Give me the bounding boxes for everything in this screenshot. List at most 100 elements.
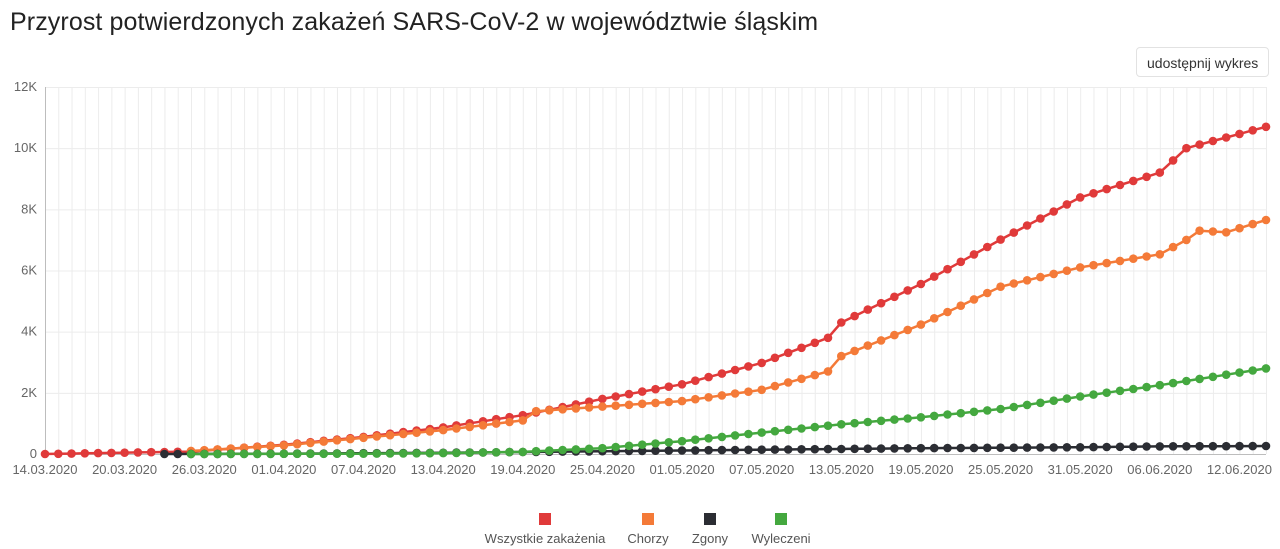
data-point — [1036, 272, 1045, 282]
x-tick-label: 26.03.2020 — [172, 462, 237, 477]
data-point — [1115, 180, 1125, 190]
data-point — [943, 410, 952, 419]
data-point — [983, 443, 992, 453]
y-tick-label: 4K — [21, 324, 37, 339]
data-point — [651, 398, 660, 408]
data-point — [93, 448, 103, 458]
data-point — [319, 437, 329, 446]
legend-item[interactable]: Zgony — [692, 513, 729, 546]
legend-label: Chorzy — [627, 531, 669, 546]
data-point — [1102, 258, 1111, 268]
data-point — [1182, 376, 1191, 386]
data-point — [252, 449, 262, 459]
data-point — [744, 429, 753, 439]
data-point — [1168, 378, 1178, 388]
data-point — [903, 325, 912, 335]
data-point — [1155, 380, 1165, 390]
data-point — [770, 445, 780, 454]
data-point — [929, 443, 939, 453]
data-point — [1115, 442, 1125, 452]
data-point — [107, 448, 116, 458]
data-point — [412, 449, 421, 458]
data-point — [359, 449, 368, 459]
data-point — [399, 429, 408, 439]
chart-legend[interactable]: Wszystkie zakażenia Chorzy Zgony Wyleczeni — [485, 513, 811, 546]
data-point — [1168, 442, 1178, 451]
data-point — [969, 295, 979, 304]
data-point — [876, 416, 886, 426]
legend-item[interactable]: Wszystkie zakażenia — [485, 513, 606, 546]
data-point — [637, 399, 647, 409]
data-point — [810, 338, 820, 348]
data-point — [372, 449, 382, 458]
data-point — [956, 301, 966, 311]
data-point — [744, 445, 753, 455]
data-point — [1075, 193, 1085, 202]
data-point — [598, 402, 607, 411]
data-point — [531, 446, 541, 456]
y-tick-label: 10K — [14, 140, 37, 155]
data-point — [279, 441, 289, 450]
data-point — [1208, 372, 1218, 382]
data-point — [1221, 133, 1231, 142]
data-point — [677, 380, 687, 389]
data-point — [1221, 441, 1231, 451]
data-point — [637, 446, 647, 456]
data-point — [1075, 443, 1085, 452]
data-point — [146, 447, 156, 457]
data-point — [651, 439, 660, 448]
x-tick-label: 14.03.2020 — [12, 462, 77, 477]
y-tick-label: 12K — [14, 79, 37, 94]
data-point — [1009, 443, 1019, 453]
data-point — [996, 282, 1005, 292]
data-point — [611, 392, 620, 401]
data-point — [1168, 242, 1178, 252]
data-point — [717, 445, 727, 455]
data-point — [266, 441, 275, 451]
data-point — [491, 448, 501, 457]
legend-item[interactable]: Chorzy — [627, 513, 669, 546]
data-point — [717, 369, 727, 378]
data-point — [744, 362, 753, 371]
data-point — [598, 394, 607, 404]
share-chart-button[interactable]: udostępnij wykres — [1136, 47, 1270, 77]
data-point — [850, 346, 859, 356]
data-point — [1075, 263, 1085, 272]
data-point — [903, 444, 912, 453]
series-line — [191, 367, 1267, 456]
data-point — [54, 449, 63, 459]
data-point — [200, 449, 209, 459]
data-point — [1208, 227, 1218, 236]
data-point — [1168, 156, 1178, 165]
data-point — [1089, 442, 1098, 452]
series-4 — [186, 364, 1271, 459]
data-point — [651, 446, 660, 456]
x-tick-label: 20.03.2020 — [92, 462, 157, 477]
data-point — [797, 424, 806, 433]
data-point — [505, 447, 514, 457]
data-point — [346, 434, 355, 444]
data-point — [996, 443, 1005, 453]
data-point — [1036, 398, 1045, 408]
data-point — [1089, 390, 1098, 399]
data-point — [545, 446, 554, 455]
data-point — [1248, 126, 1257, 135]
data-point — [1102, 442, 1111, 452]
legend-swatch — [642, 513, 654, 525]
data-point — [730, 365, 740, 375]
x-tick-label: 13.04.2020 — [411, 462, 476, 477]
data-point — [213, 449, 222, 459]
data-point — [1208, 441, 1218, 451]
data-point — [186, 449, 196, 459]
data-point — [1022, 400, 1032, 410]
data-point — [160, 449, 169, 459]
data-point — [1049, 269, 1058, 279]
legend-item[interactable]: Wyleczeni — [751, 513, 811, 546]
series-2 — [186, 215, 1271, 456]
legend-label: Wszystkie zakażenia — [485, 531, 606, 546]
data-point — [412, 428, 421, 438]
data-point — [359, 433, 368, 443]
data-point — [624, 400, 634, 410]
data-point — [810, 444, 820, 454]
data-point — [876, 298, 886, 308]
